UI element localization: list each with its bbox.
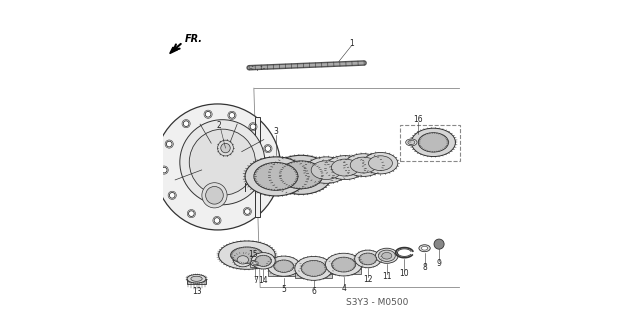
Circle shape (244, 209, 250, 214)
FancyBboxPatch shape (250, 263, 260, 267)
Circle shape (180, 120, 265, 205)
Ellipse shape (332, 159, 359, 176)
Text: 1: 1 (349, 39, 354, 48)
Text: 15: 15 (248, 250, 258, 259)
Circle shape (166, 141, 172, 147)
FancyBboxPatch shape (268, 266, 300, 276)
FancyBboxPatch shape (255, 117, 260, 217)
FancyBboxPatch shape (187, 279, 206, 284)
Circle shape (205, 186, 223, 204)
Circle shape (218, 140, 234, 156)
Ellipse shape (355, 250, 381, 268)
Circle shape (265, 146, 271, 152)
Text: 8: 8 (422, 263, 427, 272)
Ellipse shape (421, 246, 428, 250)
Bar (401, 125, 460, 161)
Ellipse shape (305, 157, 348, 183)
Ellipse shape (250, 260, 260, 266)
Ellipse shape (279, 161, 323, 189)
Ellipse shape (363, 152, 398, 174)
Ellipse shape (325, 253, 362, 276)
Circle shape (161, 167, 167, 173)
Ellipse shape (412, 128, 456, 157)
Text: 6: 6 (311, 287, 316, 296)
Ellipse shape (326, 156, 365, 180)
Ellipse shape (344, 154, 382, 176)
Ellipse shape (369, 156, 392, 170)
Text: FR.: FR. (184, 34, 202, 43)
Ellipse shape (237, 256, 248, 264)
Circle shape (170, 192, 175, 198)
Circle shape (155, 104, 280, 230)
Polygon shape (170, 47, 178, 54)
Ellipse shape (332, 257, 356, 272)
Ellipse shape (301, 261, 326, 276)
Ellipse shape (253, 261, 259, 265)
Ellipse shape (381, 253, 392, 259)
Ellipse shape (350, 157, 377, 173)
Ellipse shape (252, 253, 275, 269)
FancyBboxPatch shape (326, 265, 361, 274)
Text: 12: 12 (363, 275, 372, 284)
Text: S3Y3 - M0500: S3Y3 - M0500 (346, 298, 408, 307)
Ellipse shape (378, 250, 396, 261)
Circle shape (250, 124, 256, 129)
Ellipse shape (419, 133, 449, 152)
Text: 2: 2 (216, 121, 221, 130)
Text: 16: 16 (413, 115, 423, 123)
Ellipse shape (234, 253, 252, 267)
Text: 10: 10 (399, 269, 409, 278)
Ellipse shape (268, 256, 300, 276)
Circle shape (189, 211, 194, 216)
Ellipse shape (245, 157, 307, 196)
Text: 7: 7 (253, 277, 258, 285)
Text: 14: 14 (259, 277, 268, 285)
Text: 9: 9 (436, 259, 442, 267)
Ellipse shape (191, 276, 202, 281)
Circle shape (183, 121, 189, 127)
FancyBboxPatch shape (296, 268, 332, 278)
Ellipse shape (230, 247, 263, 263)
Text: 3: 3 (273, 127, 278, 136)
Ellipse shape (406, 139, 417, 146)
Ellipse shape (270, 155, 332, 194)
Text: 5: 5 (282, 285, 286, 294)
Circle shape (205, 112, 211, 117)
Text: 11: 11 (382, 272, 392, 281)
Circle shape (221, 143, 230, 153)
Circle shape (189, 129, 255, 195)
Text: 4: 4 (341, 284, 346, 293)
Ellipse shape (187, 274, 206, 283)
Circle shape (229, 112, 235, 118)
Ellipse shape (274, 260, 294, 272)
Circle shape (202, 183, 227, 208)
Ellipse shape (311, 161, 341, 180)
Ellipse shape (254, 163, 298, 190)
Ellipse shape (255, 255, 271, 266)
Ellipse shape (408, 140, 415, 145)
Ellipse shape (219, 241, 275, 269)
Ellipse shape (359, 253, 377, 265)
Circle shape (434, 239, 444, 249)
Text: 13: 13 (192, 287, 202, 296)
Ellipse shape (295, 256, 333, 280)
Ellipse shape (376, 248, 398, 263)
Ellipse shape (419, 245, 430, 252)
Circle shape (214, 218, 220, 223)
